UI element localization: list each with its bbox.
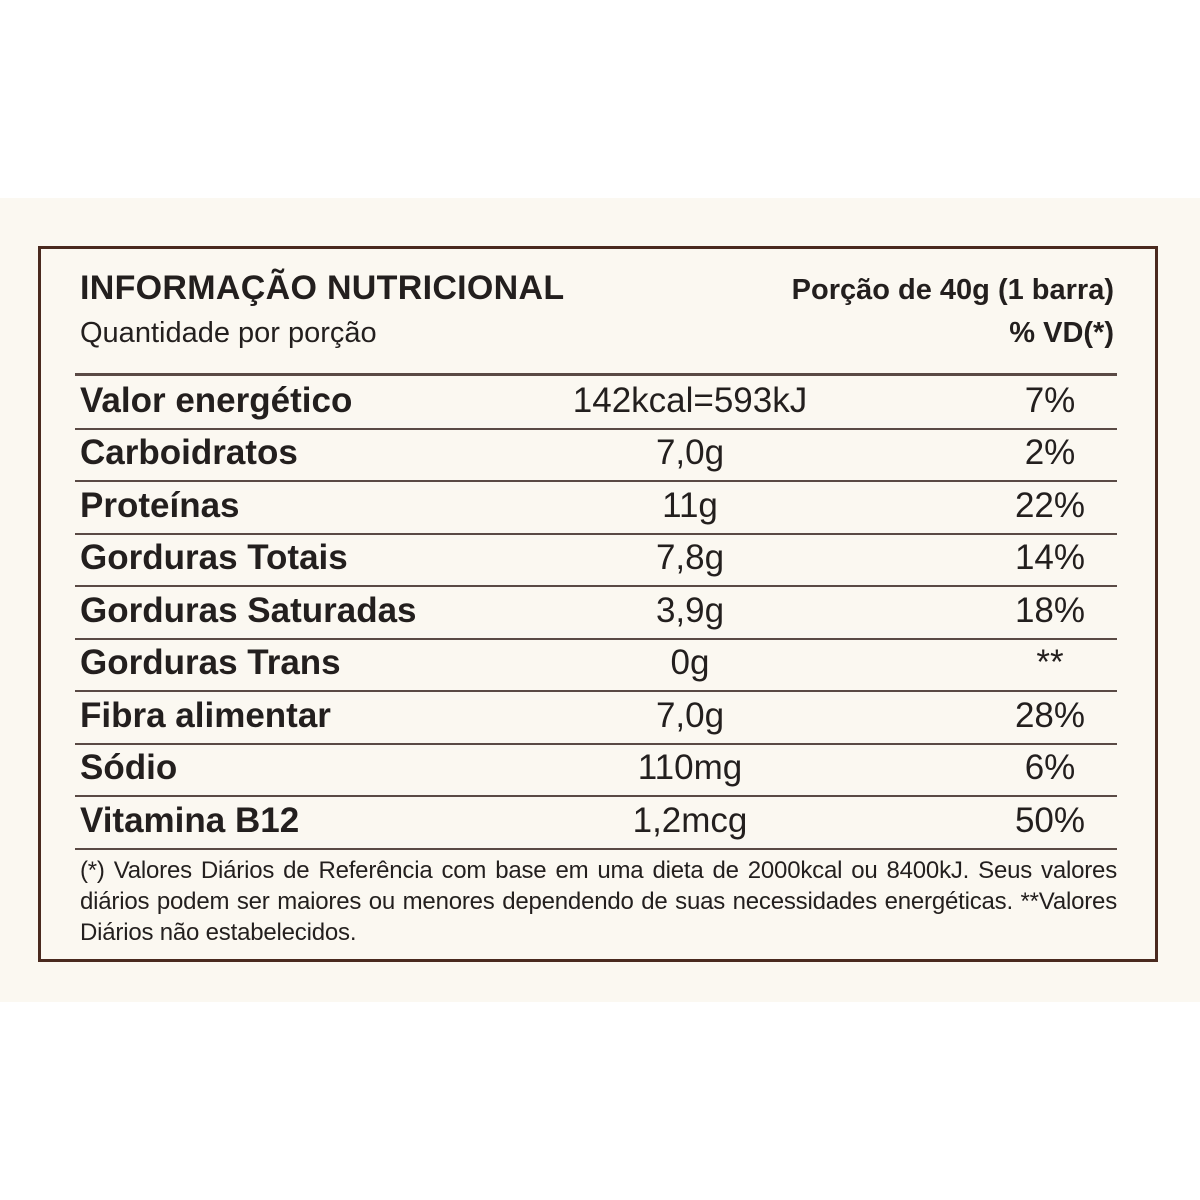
nutrient-daily-value: 2% [1024, 433, 1076, 472]
row-divider [75, 638, 1117, 640]
footer-divider [75, 848, 1117, 850]
row-divider [75, 690, 1117, 692]
nutrient-name: Fibra alimentar [80, 696, 331, 735]
nutrient-amount: 11g [662, 486, 718, 525]
nutrient-name: Sódio [80, 748, 178, 787]
nutrient-daily-value: 7% [1024, 381, 1076, 420]
table-row: Fibra alimentar 7,0g 28% [80, 692, 1114, 744]
nutrient-name: Valor energético [80, 381, 353, 420]
row-divider [75, 585, 1117, 587]
nutrient-daily-value: 14% [1014, 538, 1086, 577]
nutrient-amount: 1,2mcg [632, 801, 748, 840]
nutrient-daily-value: 6% [1024, 748, 1076, 787]
daily-value-header: % VD(*) [1009, 317, 1114, 349]
nutrient-amount: 7,8g [655, 538, 725, 577]
nutrient-amount: 0g [670, 643, 710, 682]
table-row: Valor energético 142kcal=593kJ 7% [80, 377, 1114, 429]
table-row: Proteínas 11g 22% [80, 482, 1114, 534]
nutrient-name: Proteínas [80, 486, 240, 525]
nutrient-daily-value: 50% [1014, 801, 1086, 840]
nutrient-daily-value: 28% [1014, 696, 1086, 735]
nutrient-amount: 7,0g [655, 433, 725, 472]
nutrient-name: Carboidratos [80, 433, 298, 472]
header-divider [75, 373, 1117, 376]
nutrient-amount: 3,9g [655, 591, 725, 630]
row-divider [75, 743, 1117, 745]
table-row: Gorduras Saturadas 3,9g 18% [80, 587, 1114, 639]
label-background [0, 198, 1200, 1002]
nutrient-amount: 142kcal=593kJ [572, 381, 808, 420]
nutrient-daily-value: 18% [1014, 591, 1086, 630]
table-header-row: INFORMAÇÃO NUTRICIONAL Porção de 40g (1 … [80, 269, 1114, 308]
nutrition-facts-table: INFORMAÇÃO NUTRICIONAL Porção de 40g (1 … [38, 246, 1158, 962]
row-divider [75, 533, 1117, 535]
nutrient-amount: 110mg [637, 748, 743, 787]
nutrient-name: Gorduras Saturadas [80, 591, 417, 630]
daily-value-footnote: (*) Valores Diários de Referência com ba… [80, 857, 1117, 946]
quantity-per-portion-label: Quantidade por porção [80, 317, 377, 349]
nutrient-name: Gorduras Totais [80, 538, 348, 577]
nutrient-daily-value: ** [1036, 643, 1064, 682]
table-row: Vitamina B12 1,2mcg 50% [80, 797, 1114, 849]
row-divider [75, 795, 1117, 797]
nutrient-name: Gorduras Trans [80, 643, 341, 682]
nutrient-daily-value: 22% [1014, 486, 1086, 525]
portion-size: Porção de 40g (1 barra) [791, 274, 1114, 306]
row-divider [75, 480, 1117, 482]
table-title: INFORMAÇÃO NUTRICIONAL [80, 269, 565, 307]
row-divider [75, 428, 1117, 430]
nutrient-name: Vitamina B12 [80, 801, 300, 840]
table-subheader-row: Quantidade por porção % VD(*) [80, 317, 1114, 350]
nutrient-amount: 7,0g [655, 696, 725, 735]
table-row: Gorduras Trans 0g ** [80, 639, 1114, 691]
table-row: Sódio 110mg 6% [80, 744, 1114, 796]
table-row: Carboidratos 7,0g 2% [80, 429, 1114, 481]
table-row: Gorduras Totais 7,8g 14% [80, 534, 1114, 586]
